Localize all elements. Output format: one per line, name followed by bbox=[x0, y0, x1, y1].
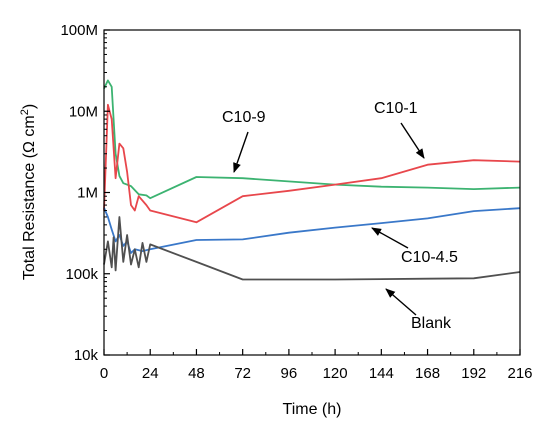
annotation-arrow-c10-9 bbox=[233, 131, 249, 173]
series-annotations: C10-9 C10-1 C10-4.5 Blank bbox=[222, 100, 458, 332]
x-tick-label: 216 bbox=[507, 365, 532, 382]
y-tick-label: 10M bbox=[69, 103, 98, 120]
x-tick-label: 120 bbox=[323, 365, 348, 382]
annotation-c10-1: C10-1 bbox=[374, 100, 418, 117]
series-layer bbox=[103, 79, 521, 281]
x-tick-label: 144 bbox=[369, 365, 394, 382]
x-tick-label: 0 bbox=[100, 365, 108, 382]
x-tick-label: 96 bbox=[281, 365, 298, 382]
plot-frame bbox=[103, 29, 521, 356]
series-line-blank bbox=[103, 216, 521, 281]
y-axis-title-end: ) bbox=[21, 104, 38, 109]
y-tick-label: 100M bbox=[60, 22, 98, 39]
series-line-c10-4-5 bbox=[103, 207, 521, 254]
annotation-c10-4-5: C10-4.5 bbox=[401, 249, 458, 266]
y-tick-label: 1M bbox=[77, 185, 98, 202]
y-axis-ticks: 10k 100k 1M 10M 100M bbox=[60, 22, 110, 364]
x-tick-label: 24 bbox=[142, 365, 159, 382]
annotation-c10-9: C10-9 bbox=[222, 109, 266, 126]
annotation-arrow-c10-4-5 bbox=[371, 227, 409, 249]
x-tick-label: 72 bbox=[234, 365, 251, 382]
x-tick-label: 168 bbox=[415, 365, 440, 382]
y-tick-label: 10k bbox=[74, 347, 99, 364]
series-line-c10-9 bbox=[103, 79, 521, 200]
x-axis-ticks: 0 24 48 72 96 120 144 168 192 216 bbox=[100, 349, 533, 382]
annotation-blank: Blank bbox=[411, 315, 452, 332]
y-axis-title-sup: 2 bbox=[19, 109, 31, 115]
x-tick-label: 48 bbox=[188, 365, 205, 382]
annotation-arrow-c10-1 bbox=[400, 122, 425, 159]
x-tick-label: 192 bbox=[461, 365, 486, 382]
y-axis-title-main: Total Resistance (Ω cm bbox=[21, 115, 38, 280]
y-tick-label: 100k bbox=[65, 266, 98, 283]
y-axis-title: Total Resistance (Ω cm2) bbox=[19, 104, 38, 280]
series-line-c10-1 bbox=[103, 103, 521, 224]
x-axis-title: Time (h) bbox=[283, 401, 342, 418]
annotation-arrow-blank bbox=[385, 288, 417, 316]
